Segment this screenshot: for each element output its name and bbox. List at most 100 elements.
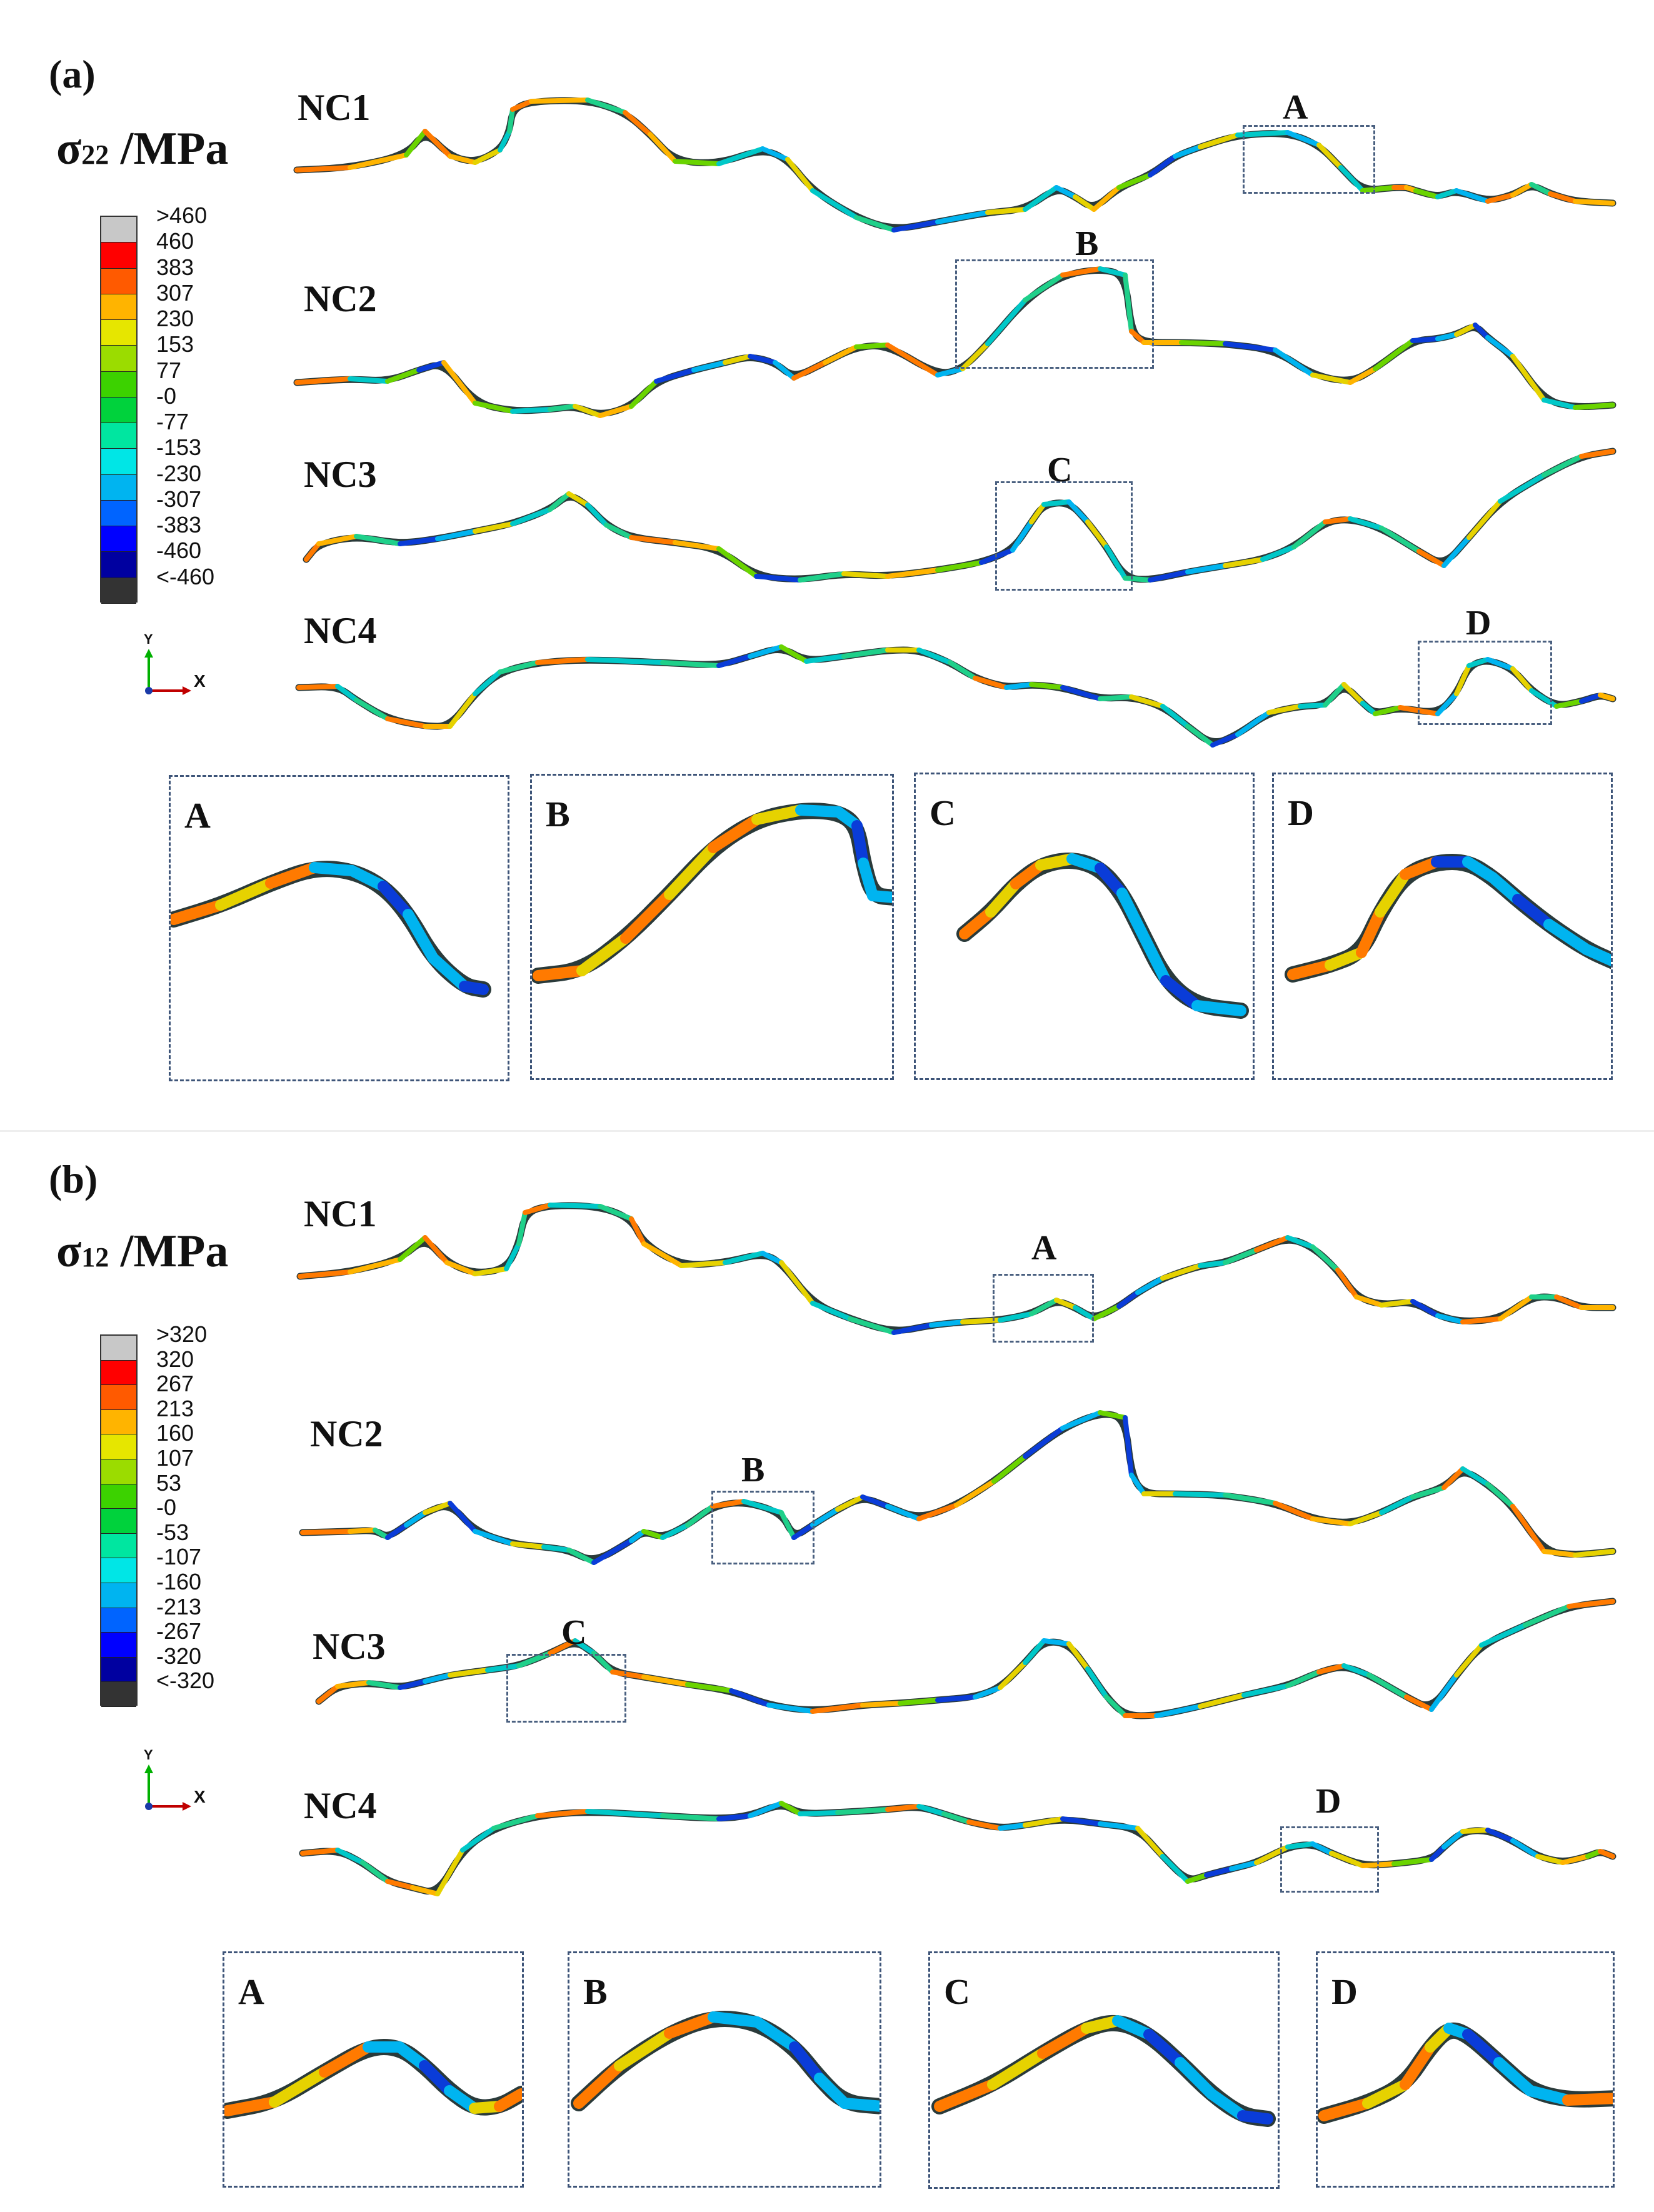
fiber-segment (1285, 130, 1321, 148)
legend-label: <-460 (156, 563, 215, 589)
fiber-segment (629, 379, 659, 409)
fiber-segment (1091, 185, 1121, 212)
legend-b-colorbar (100, 1334, 138, 1707)
fiber-segment (548, 404, 578, 412)
fiber-segment (1116, 888, 1146, 936)
fiber-segment (1541, 398, 1578, 410)
fiber-segment (867, 890, 892, 903)
fiber-segment (510, 507, 553, 526)
fiber-segment (1466, 657, 1490, 668)
region-box-b-b (711, 1491, 814, 1564)
fiber-segment (1435, 188, 1459, 199)
fiber-segment (641, 1241, 684, 1268)
legend-swatch (101, 1360, 136, 1386)
legend-swatch (101, 397, 136, 424)
nc2-label-b: NC2 (310, 1413, 383, 1454)
legend-label: -153 (156, 434, 202, 461)
fiber-segment (966, 1819, 1003, 1831)
fiber-segment (891, 219, 940, 233)
fiber-segment (473, 669, 503, 696)
fiber-segment (1410, 1485, 1446, 1499)
fiber-segment (585, 98, 628, 115)
fiber-segment (1023, 185, 1059, 212)
fiber-segment (1285, 1235, 1315, 1249)
fiber-segment (1548, 191, 1578, 204)
nc1-label-b: NC1 (304, 1193, 377, 1234)
zoom-b-a-fiber (224, 2039, 522, 2119)
nc4-label-a: NC4 (304, 610, 377, 651)
fiber-segment (1435, 691, 1459, 716)
legend-swatch (101, 449, 136, 475)
fiber-segment (710, 1499, 746, 1509)
fiber-segment (224, 2096, 280, 2116)
fiber-segment (660, 1523, 690, 1540)
fiber-segment (1104, 544, 1128, 581)
fiber-segment (748, 354, 778, 365)
legend-swatch (101, 320, 136, 346)
fiber-segment (991, 1454, 1028, 1484)
fiber-segment (403, 909, 439, 964)
zoom-d-fiber (1285, 854, 1611, 983)
legend-label: 267 (156, 1371, 194, 1397)
fiber-segment (754, 574, 803, 583)
zoom-a-fiber (171, 861, 491, 998)
fiber-segment (916, 1804, 946, 1816)
fiber-segment (507, 107, 515, 134)
fiber-segment (1573, 1549, 1615, 1558)
legend-swatch (101, 526, 136, 553)
fiber-segment (779, 644, 809, 664)
fiber-segment (346, 865, 389, 892)
fiber-segment (1435, 332, 1459, 341)
fiber-segment (535, 657, 590, 665)
fiber-segment (1060, 1410, 1103, 1431)
fiber-segment (485, 1663, 521, 1673)
fiber-segment (1204, 1866, 1234, 1878)
fiber-segment (641, 1529, 665, 1540)
fiber-segment (585, 657, 665, 665)
fiber-segment (1254, 1844, 1290, 1865)
legend-label: 77 (156, 357, 182, 383)
zoom-fiber-curve (956, 853, 1249, 1019)
zoom-b-fiber (532, 803, 892, 984)
fiber-segment (1379, 1494, 1415, 1515)
fiber-segment (1041, 499, 1071, 507)
legend-swatch (101, 1583, 136, 1608)
fiber-segment (598, 404, 634, 418)
fiber-segment (741, 1499, 784, 1515)
fiber-segment (1525, 2085, 1573, 2106)
fiber-segment (685, 1504, 715, 1528)
fiber-segment (1454, 1643, 1484, 1678)
fiber-segment (1116, 173, 1153, 190)
legend-label: -230 (156, 460, 202, 486)
legend-swatch (101, 500, 136, 527)
fiber-segment (1373, 338, 1415, 371)
axis-triad-icon (144, 1764, 191, 1811)
fiber-segment (1323, 682, 1346, 708)
fiber-segment (1512, 894, 1555, 930)
fiber-segment (423, 1673, 453, 1684)
fiber-segment (1285, 1669, 1321, 1688)
fiber-segment (941, 1811, 971, 1824)
fiber-segment (1029, 1298, 1059, 1316)
legend-swatch (101, 1459, 136, 1484)
fiber-segment (935, 1694, 978, 1703)
legend-swatch (101, 1558, 136, 1583)
zoom-c-fiber (956, 853, 1249, 1019)
legend-swatch (101, 1657, 136, 1683)
fiber-segment (385, 368, 421, 384)
fiber-segment (779, 1260, 815, 1306)
fiber-segment (748, 644, 784, 659)
fiber-segment (300, 1848, 340, 1856)
fiber-segment (1148, 569, 1190, 583)
fiber-segment (1541, 454, 1584, 478)
fiber-segment (269, 2066, 330, 2108)
fiber-segment (1143, 2029, 1186, 2068)
fiber-segment (591, 1651, 615, 1674)
fiber-segment (410, 1885, 440, 1896)
fiber-segment (898, 1698, 940, 1706)
fiber-segment (566, 491, 590, 508)
fiber-segment (504, 1241, 521, 1271)
fiber-segment (523, 1203, 553, 1215)
fiber-segment (1098, 694, 1134, 701)
zoom-label: D (1288, 793, 1314, 833)
